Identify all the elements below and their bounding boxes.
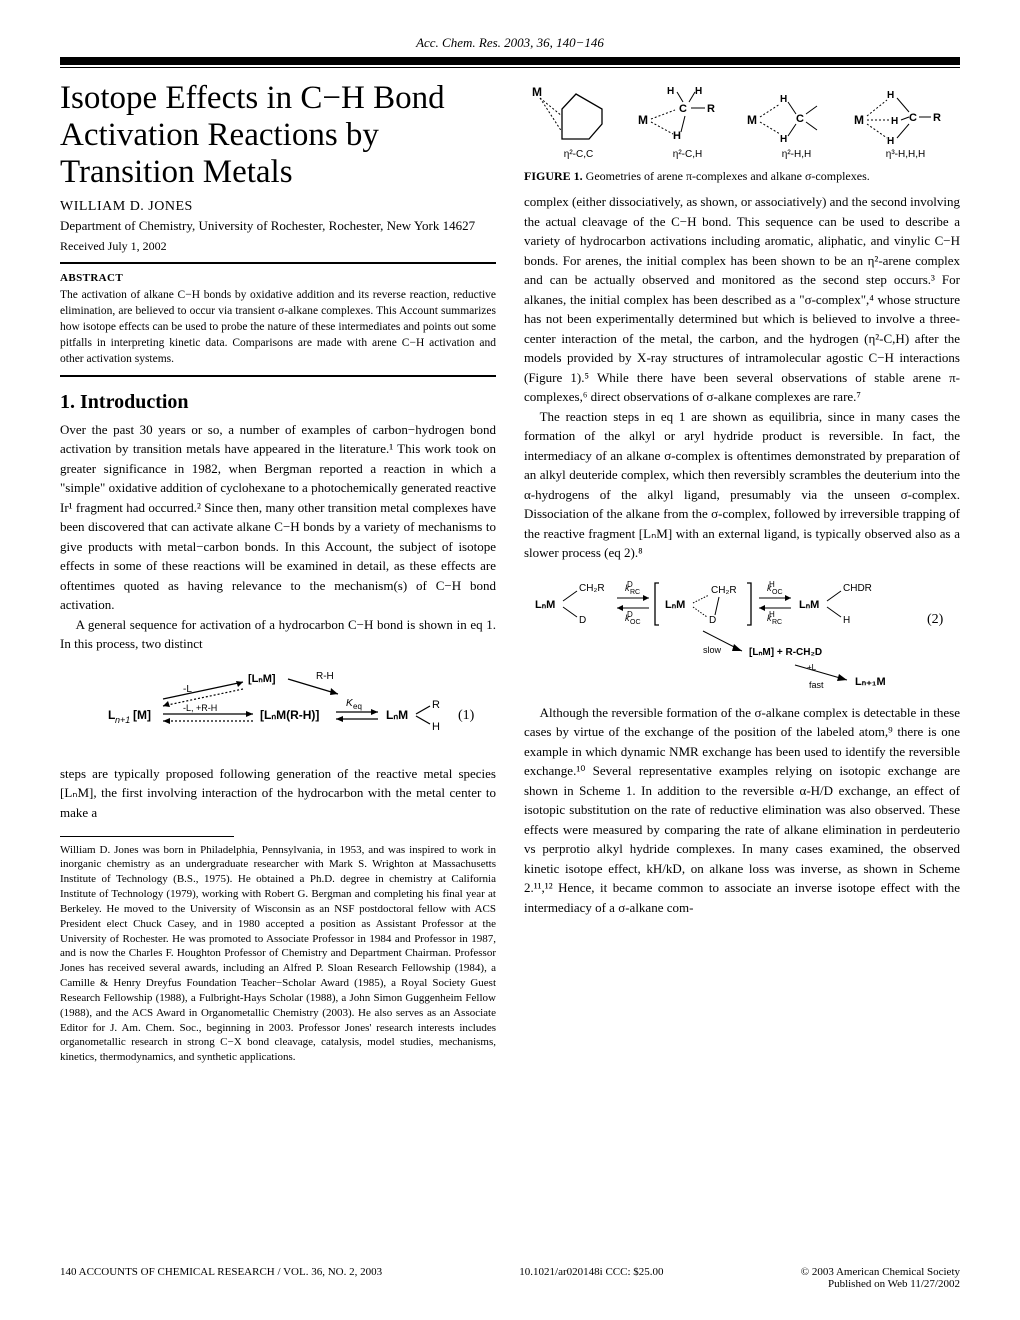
svg-text:H: H [843, 615, 850, 626]
abstract-label: ABSTRACT [60, 272, 496, 284]
svg-text:-L: -L [183, 684, 192, 695]
equation-1-scheme: L n+1 [M] -L [LₙM] R-H -L, +R-H [LₙM(R-H… [60, 664, 496, 754]
col2-body-2: Although the reversible formation of the… [524, 703, 960, 918]
col2-p2: The reaction steps in eq 1 are shown as … [524, 407, 960, 563]
svg-text:R-H: R-H [316, 671, 334, 682]
figure-1-graphics: M η²-C,C M H C [524, 80, 960, 164]
svg-text:+L: +L [807, 663, 817, 672]
svg-text:H: H [769, 580, 775, 589]
svg-text:M: M [854, 113, 864, 127]
svg-text:[LₙM]: [LₙM] [248, 673, 276, 685]
svg-text:H: H [432, 721, 440, 733]
right-column: M η²-C,C M H C [524, 80, 960, 1065]
header-thick-rule [60, 57, 960, 65]
figure-1: M η²-C,C M H C [524, 80, 960, 184]
col2-body: complex (either dissociatively, as shown… [524, 192, 960, 563]
page-footer: 140 ACCOUNTS OF CHEMICAL RESEARCH / VOL.… [60, 1266, 960, 1290]
svg-text:H: H [887, 90, 894, 101]
intro-p1: Over the past 30 years or so, a number o… [60, 420, 496, 615]
svg-text:H: H [780, 94, 787, 105]
section-1-title: 1. Introduction [60, 391, 496, 414]
article-title: Isotope Effects in C−H Bond Activation R… [60, 80, 496, 191]
svg-text:[LₙM] + R-CH₂D: [LₙM] + R-CH₂D [749, 647, 822, 658]
svg-text:[M]: [M] [133, 708, 151, 722]
svg-text:H: H [780, 134, 787, 145]
svg-text:OC: OC [772, 589, 783, 596]
svg-text:-L, +R-H: -L, +R-H [183, 703, 217, 713]
svg-text:LₙM: LₙM [535, 599, 555, 611]
svg-text:H: H [769, 610, 775, 619]
affiliation: Department of Chemistry, University of R… [60, 217, 496, 235]
fig1-caption-text: Geometries of arene π-complexes and alka… [586, 169, 870, 183]
footer-copyright: © 2003 American Chemical Society [801, 1266, 960, 1278]
svg-text:n+1: n+1 [115, 715, 130, 725]
svg-text:D: D [627, 610, 633, 619]
svg-text:CH₂R: CH₂R [579, 583, 605, 594]
header-thin-rule [60, 67, 960, 68]
fig1-label-a: η²-C,C [524, 149, 633, 160]
fig1-label-b: η²-C,H [633, 149, 742, 160]
author-name: WILLIAM D. JONES [60, 199, 496, 215]
svg-text:OC: OC [630, 619, 641, 626]
svg-text:Lₙ₊₁M: Lₙ₊₁M [855, 676, 886, 688]
svg-text:C: C [796, 113, 804, 125]
svg-text:LₙM: LₙM [799, 599, 819, 611]
equation-2-scheme: LₙM CH₂R D k RC k OC D D LₙM [524, 573, 960, 693]
svg-text:RC: RC [630, 589, 640, 596]
svg-text:H: H [695, 86, 702, 97]
left-column: Isotope Effects in C−H Bond Activation R… [60, 80, 496, 1065]
svg-text:CH₂R: CH₂R [711, 585, 737, 596]
journal-reference: Acc. Chem. Res. 2003, 36, 140−146 [60, 35, 960, 51]
intro-p3: steps are typically proposed following g… [60, 764, 496, 823]
svg-text:C: C [909, 112, 917, 124]
footer-center: 10.1021/ar020148i CCC: $25.00 [519, 1266, 663, 1290]
bio-separator [60, 836, 234, 837]
author-bio: William D. Jones was born in Philadelphi… [60, 843, 496, 1066]
svg-text:D: D [627, 580, 633, 589]
footer-right: © 2003 American Chemical Society Publish… [801, 1266, 960, 1290]
svg-text:eq: eq [353, 702, 362, 711]
svg-text:LₙM: LₙM [386, 708, 408, 722]
svg-text:R: R [432, 699, 440, 711]
abstract-bottom-rule [60, 375, 496, 377]
svg-text:R: R [933, 112, 941, 124]
fig1-label-c: η²-H,H [742, 149, 851, 160]
col2-p3: Although the reversible formation of the… [524, 703, 960, 918]
svg-text:D: D [709, 615, 716, 626]
col2-p1: complex (either dissociatively, as shown… [524, 192, 960, 407]
svg-text:H: H [667, 86, 674, 97]
svg-text:fast: fast [809, 680, 824, 690]
svg-text:M: M [638, 113, 648, 127]
svg-text:RC: RC [772, 619, 782, 626]
svg-text:M: M [532, 85, 542, 99]
svg-text:[LₙM(R-H)]: [LₙM(R-H)] [260, 708, 319, 722]
footer-pubdate: Published on Web 11/27/2002 [801, 1278, 960, 1290]
intro-body: Over the past 30 years or so, a number o… [60, 420, 496, 654]
footer-left: 140 ACCOUNTS OF CHEMICAL RESEARCH / VOL.… [60, 1266, 382, 1290]
two-column-layout: Isotope Effects in C−H Bond Activation R… [60, 80, 960, 1065]
svg-text:(2): (2) [927, 612, 944, 627]
svg-text:LₙM: LₙM [665, 599, 685, 611]
intro-continued: steps are typically proposed following g… [60, 764, 496, 823]
svg-text:slow: slow [703, 645, 722, 655]
svg-text:C: C [679, 103, 687, 115]
abstract-text: The activation of alkane C−H bonds by ox… [60, 287, 496, 367]
svg-text:M: M [747, 113, 757, 127]
abstract-top-rule [60, 262, 496, 264]
svg-text:(1): (1) [458, 708, 475, 723]
svg-text:H: H [887, 136, 894, 147]
intro-p2: A general sequence for activation of a h… [60, 615, 496, 654]
svg-text:H: H [673, 130, 681, 142]
fig1-label-d: η³-H,H,H [851, 149, 960, 160]
svg-text:H: H [891, 116, 898, 127]
figure-1-caption: FIGURE 1. Geometries of arene π-complexe… [524, 168, 960, 184]
fig1-caption-label: FIGURE 1. [524, 169, 583, 183]
received-date: Received July 1, 2002 [60, 239, 496, 254]
svg-text:CHDR: CHDR [843, 583, 872, 594]
svg-text:D: D [579, 615, 586, 626]
svg-text:R: R [707, 103, 715, 115]
